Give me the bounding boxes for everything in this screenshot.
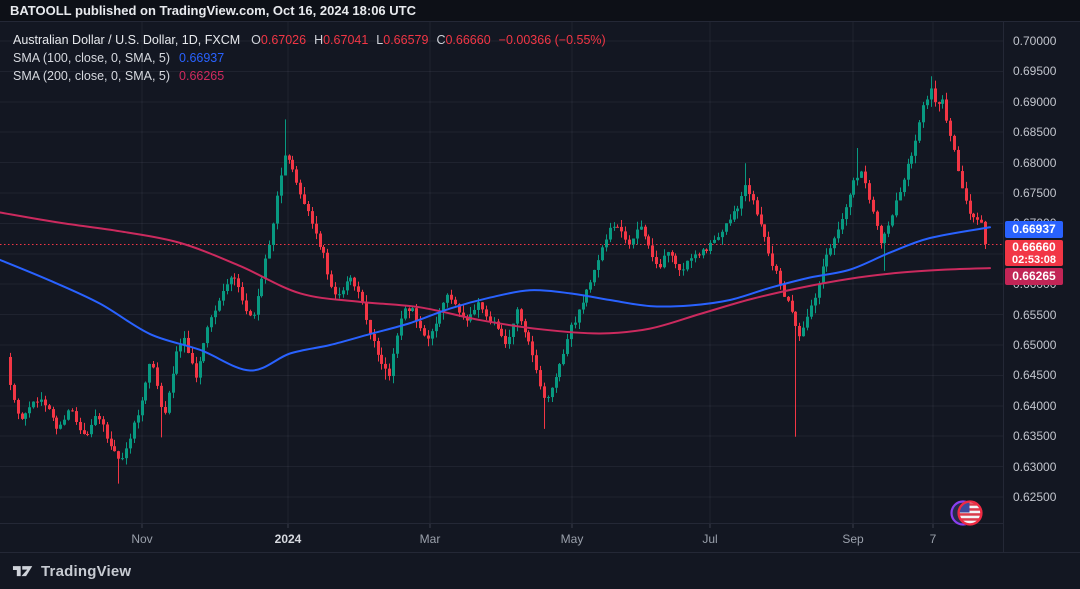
legend: Australian Dollar / U.S. Dollar, 1D, FXC…	[13, 31, 606, 85]
sma100-value: 0.66937	[179, 51, 225, 65]
low-value: 0.66579	[383, 33, 429, 47]
close-label: C	[436, 33, 446, 47]
low-label: L	[376, 33, 384, 47]
pair-flags-icon	[949, 496, 989, 530]
sma100-price-badge: 0.66937	[1005, 221, 1063, 238]
sma200-value: 0.66265	[179, 69, 225, 83]
open-value: 0.67026	[260, 33, 307, 47]
current-price-badge: 0.66660 02:53:08	[1005, 240, 1063, 266]
current-price-value: 0.66660	[1012, 240, 1056, 254]
symbol-title[interactable]: Australian Dollar / U.S. Dollar, 1D, FXC…	[13, 33, 241, 47]
sma200-price-badge: 0.66265	[1005, 268, 1063, 285]
tradingview-logo-icon	[12, 565, 33, 576]
high-label: H	[314, 33, 324, 47]
publish-text: BATOOLL published on TradingView.com, Oc…	[10, 3, 416, 18]
sma100-label: SMA (100, close, 0, SMA, 5)	[13, 51, 171, 65]
legend-sma100-row[interactable]: SMA (100, close, 0, SMA, 5) 0.66937	[13, 49, 606, 67]
tradingview-logo[interactable]: TradingView	[12, 563, 131, 580]
publish-bar: BATOOLL published on TradingView.com, Oc…	[0, 0, 1080, 21]
open-label: O	[251, 33, 261, 47]
legend-sma200-row[interactable]: SMA (200, close, 0, SMA, 5) 0.66265	[13, 67, 606, 85]
sma200-label: SMA (200, close, 0, SMA, 5)	[13, 69, 171, 83]
bar-countdown: 02:53:08	[1011, 254, 1057, 266]
tradingview-brand-text: TradingView	[41, 562, 132, 580]
high-value: 0.67041	[323, 33, 369, 47]
change-value: −0.00366 (−0.55%)	[498, 33, 606, 47]
close-value: 0.66660	[445, 33, 491, 47]
footer: TradingView	[0, 553, 1080, 589]
legend-symbol-row[interactable]: Australian Dollar / U.S. Dollar, 1D, FXC…	[13, 31, 606, 49]
